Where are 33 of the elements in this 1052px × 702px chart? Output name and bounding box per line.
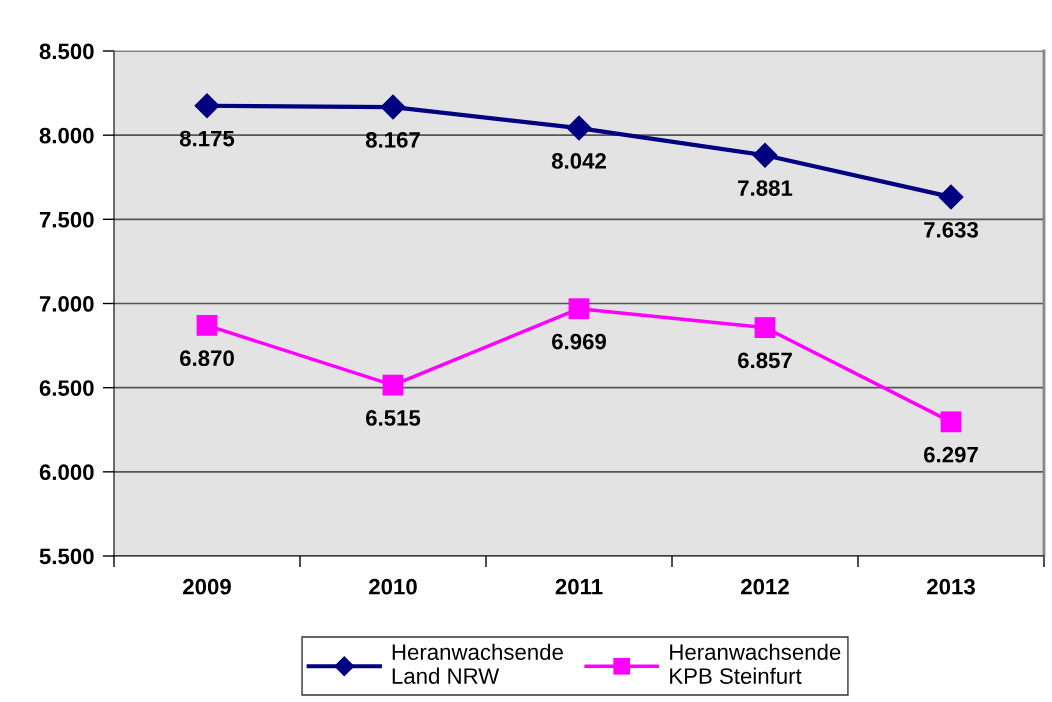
point (196, 314, 218, 336)
x-tick-label: 2013 (927, 578, 975, 595)
legend-label: Heranwachsende KPB Steinfurt (670, 643, 841, 684)
x-tick-label: 2009 (183, 578, 231, 595)
x-tick-label: 2011 (555, 578, 603, 595)
point (940, 411, 962, 433)
point (566, 115, 592, 141)
x-tick-label: 2010 (369, 578, 417, 595)
data-label: 8.167 (365, 132, 420, 148)
y-tick-label: 8.500 (39, 43, 94, 60)
y-tick-label: 5.500 (39, 548, 94, 565)
data-label: 6.870 (180, 350, 234, 367)
data-label: 6.969 (552, 333, 606, 350)
point (754, 317, 776, 338)
point (380, 94, 406, 120)
point (194, 92, 220, 119)
data-label: 8.042 (551, 153, 606, 169)
x-tick-label: 2012 (741, 578, 789, 595)
point (752, 142, 778, 168)
data-label: 7.633 (924, 221, 978, 238)
y-tick-label: 6.000 (39, 464, 94, 481)
y-tick-label: 8.000 (39, 127, 94, 144)
data-label: 6.297 (924, 446, 978, 463)
data-label: 6.857 (738, 352, 792, 369)
y-tick-label: 7.500 (39, 211, 94, 228)
y-tick-label: 7.000 (39, 296, 94, 312)
point (382, 374, 404, 396)
data-label: 6.515 (366, 410, 421, 426)
y-tick-label: 6.500 (39, 380, 94, 396)
point (938, 184, 964, 210)
data-label: 7.881 (738, 180, 793, 196)
legend-label: Heranwachsende Land NRW (392, 643, 563, 684)
point (568, 298, 590, 320)
